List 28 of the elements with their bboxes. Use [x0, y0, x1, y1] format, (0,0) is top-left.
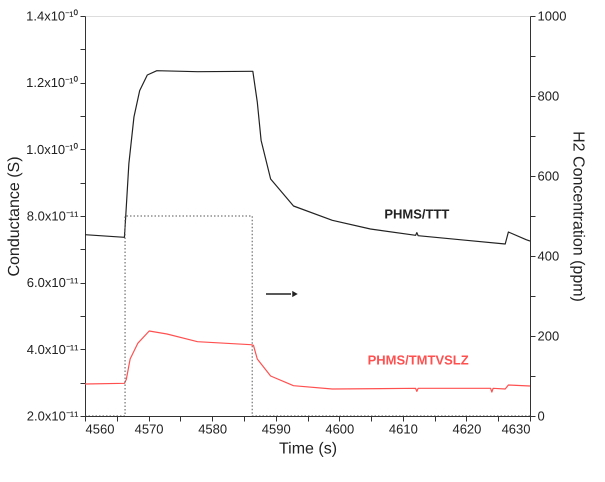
series-label: PHMS/TMTVSLZ [368, 352, 469, 368]
x-axis-title: Time (s) [278, 440, 338, 458]
x-tick-label: 4620 [452, 422, 482, 436]
series-label: PHMS/TTT [384, 206, 450, 222]
x-tick-label: 4570 [134, 422, 164, 436]
y-tick-label: 2.0x10⁻¹¹ [26, 408, 80, 424]
x-tick-label: 4590 [262, 422, 291, 436]
y-tick-label: 1.0x10⁻¹⁰ [26, 142, 78, 157]
y-tick-label: 1.4x10⁻¹⁰ [26, 8, 78, 24]
y2-tick-label: 0 [538, 408, 545, 424]
y2-tick-label: 800 [538, 88, 560, 104]
x-tick-label: 4630 [502, 422, 530, 436]
x-tick-label: 4600 [325, 422, 354, 436]
y-axis-title: Conductance (S) [6, 156, 24, 277]
y2-tick-label: 200 [538, 328, 560, 344]
x-tick-label: 4580 [198, 422, 228, 436]
y-tick-label: 6.0x10⁻¹¹ [26, 275, 80, 290]
x-tick-label: 4610 [388, 422, 418, 436]
y2-tick-label: 400 [538, 248, 560, 264]
y2-axis-title: H2 Concentration (ppm) [569, 131, 586, 302]
x-tick-label: 4560 [86, 422, 114, 436]
y-tick-label: 4.0x10⁻¹¹ [26, 342, 80, 357]
line-series [85, 330, 530, 393]
y2-tick-label: 600 [538, 168, 560, 184]
y-tick-label: 8.0x10⁻¹¹ [26, 208, 80, 224]
y-tick-label: 1.2x10⁻¹⁰ [26, 75, 78, 90]
y2-tick-label: 1000 [538, 8, 566, 24]
line-series [85, 70, 530, 245]
